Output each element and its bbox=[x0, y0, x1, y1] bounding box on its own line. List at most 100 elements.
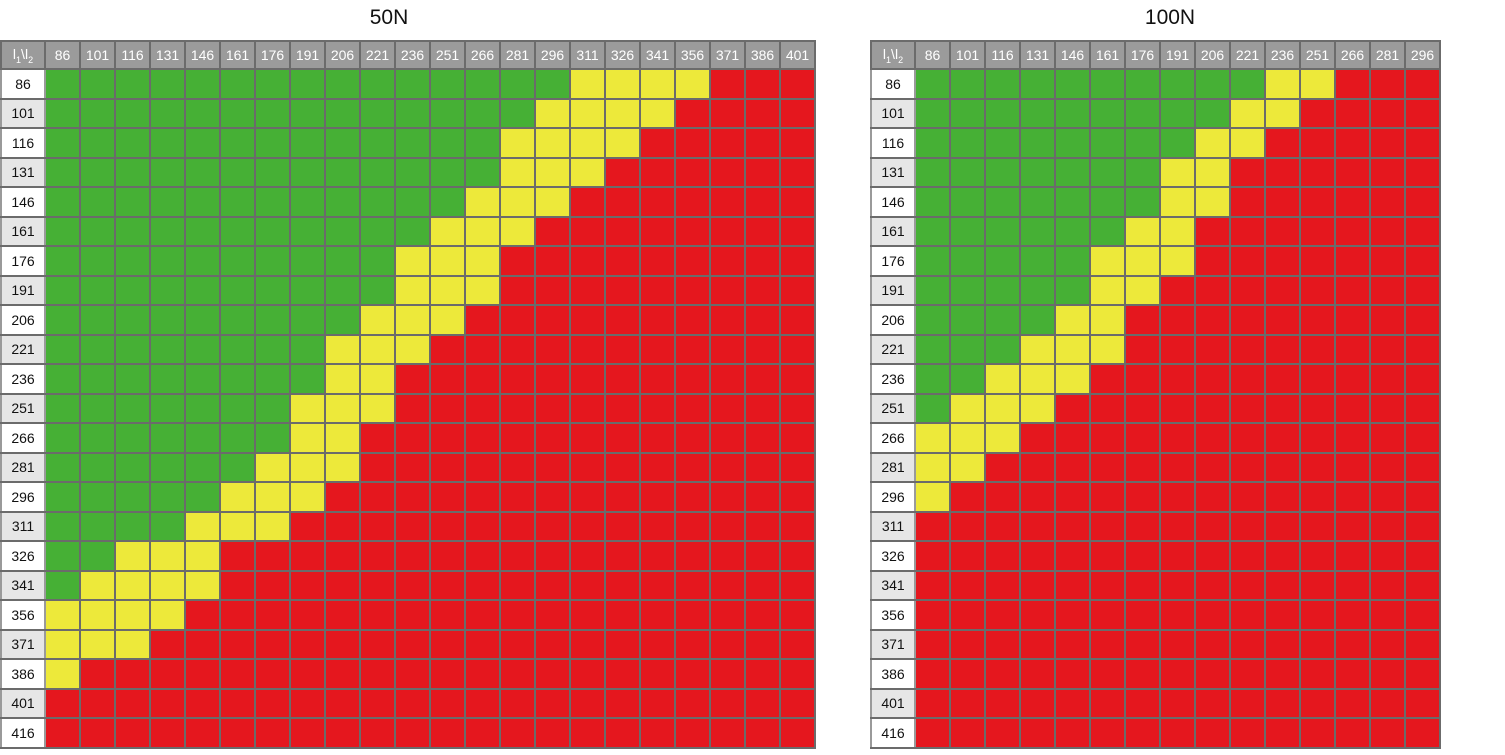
heatmap-cell bbox=[1299, 569, 1336, 601]
heatmap-cell bbox=[914, 717, 951, 749]
table-row: 251 bbox=[870, 392, 1441, 424]
heatmap-cell bbox=[1299, 304, 1336, 336]
heatmap-cell bbox=[569, 333, 606, 365]
heatmap-cell bbox=[709, 97, 746, 129]
heatmap-cell bbox=[1089, 215, 1126, 247]
heatmap-cell bbox=[914, 363, 951, 395]
heatmap-cell bbox=[1089, 422, 1126, 454]
heatmap-cell bbox=[394, 97, 431, 129]
heatmap-cell bbox=[674, 274, 711, 306]
heatmap-cell bbox=[464, 569, 501, 601]
heatmap-cell bbox=[1369, 392, 1406, 424]
row-label: 191 bbox=[0, 274, 46, 306]
column-header: 281 bbox=[1369, 40, 1406, 70]
heatmap-cell bbox=[984, 68, 1021, 100]
heatmap-cell bbox=[499, 422, 536, 454]
heatmap-cell bbox=[674, 569, 711, 601]
heatmap-cell bbox=[184, 717, 221, 749]
heatmap-cell bbox=[639, 599, 676, 631]
heatmap-cell bbox=[499, 569, 536, 601]
heatmap-cell bbox=[949, 156, 986, 188]
row-label: 416 bbox=[870, 717, 916, 749]
column-header: 281 bbox=[499, 40, 536, 70]
heatmap-cell bbox=[359, 68, 396, 100]
heatmap-cell bbox=[1299, 658, 1336, 690]
heatmap-cell bbox=[709, 215, 746, 247]
heatmap-cell bbox=[674, 245, 711, 277]
row-label: 131 bbox=[0, 156, 46, 188]
heatmap-cell bbox=[569, 599, 606, 631]
heatmap-cell bbox=[779, 156, 816, 188]
heatmap-cell bbox=[1299, 215, 1336, 247]
heatmap-cell bbox=[534, 628, 571, 660]
heatmap-cell bbox=[779, 186, 816, 218]
heatmap-cell bbox=[149, 156, 186, 188]
row-label: 356 bbox=[870, 599, 916, 631]
heatmap-cell bbox=[359, 628, 396, 660]
heatmap-cell bbox=[114, 156, 151, 188]
heatmap-cell bbox=[79, 481, 116, 513]
heatmap-cell bbox=[184, 186, 221, 218]
heatmap-cell bbox=[639, 628, 676, 660]
heatmap-cell bbox=[744, 245, 781, 277]
heatmap-cell bbox=[639, 127, 676, 159]
heatmap-cell bbox=[184, 304, 221, 336]
heatmap-cell bbox=[534, 658, 571, 690]
heatmap-cell bbox=[1264, 451, 1301, 483]
heatmap-cell bbox=[219, 97, 256, 129]
heatmap-cell bbox=[79, 569, 116, 601]
heatmap-cell bbox=[744, 215, 781, 247]
heatmap-cell bbox=[254, 333, 291, 365]
heatmap-cell bbox=[569, 68, 606, 100]
heatmap-cell bbox=[1089, 510, 1126, 542]
heatmap-cell bbox=[359, 599, 396, 631]
heatmap-cell bbox=[44, 569, 81, 601]
heatmap-cell bbox=[1369, 97, 1406, 129]
heatmap-cell bbox=[289, 510, 326, 542]
heatmap-cell bbox=[1369, 717, 1406, 749]
heatmap-cell bbox=[1159, 156, 1196, 188]
table-row: 266 bbox=[870, 422, 1441, 454]
heatmap-cell bbox=[254, 274, 291, 306]
heatmap-cell bbox=[1194, 569, 1231, 601]
heatmap-cell bbox=[44, 156, 81, 188]
heatmap-cell bbox=[1054, 392, 1091, 424]
heatmap-cell bbox=[184, 215, 221, 247]
table-row: 191 bbox=[0, 274, 816, 306]
heatmap-cell bbox=[1264, 215, 1301, 247]
heatmap-cell bbox=[914, 245, 951, 277]
heatmap-cell bbox=[1194, 127, 1231, 159]
heatmap-cell bbox=[219, 304, 256, 336]
heatmap-cell bbox=[1229, 97, 1266, 129]
table-row: 161 bbox=[0, 215, 816, 247]
heatmap-cell bbox=[1124, 245, 1161, 277]
heatmap-cell bbox=[44, 97, 81, 129]
heatmap-cell bbox=[324, 599, 361, 631]
heatmap-cell bbox=[79, 127, 116, 159]
heatmap-cell bbox=[394, 599, 431, 631]
table-row: 401 bbox=[0, 687, 816, 719]
heatmap-cell bbox=[44, 451, 81, 483]
heatmap-cell bbox=[1159, 274, 1196, 306]
heatmap-cell bbox=[1159, 540, 1196, 572]
heatmap-cell bbox=[1019, 245, 1056, 277]
heatmap-cell bbox=[1124, 127, 1161, 159]
heatmap-cell bbox=[639, 363, 676, 395]
heatmap-cell bbox=[219, 215, 256, 247]
heatmap-cell bbox=[1229, 274, 1266, 306]
row-label: 386 bbox=[870, 658, 916, 690]
heatmap-cell bbox=[674, 333, 711, 365]
heatmap-cell bbox=[1334, 569, 1371, 601]
heatmap-cell bbox=[184, 392, 221, 424]
table-row: 101 bbox=[870, 97, 1441, 129]
heatmap-cell bbox=[499, 245, 536, 277]
heatmap-cell bbox=[604, 392, 641, 424]
table-row: 221 bbox=[870, 333, 1441, 365]
heatmap-cell bbox=[464, 304, 501, 336]
row-label: 86 bbox=[0, 68, 46, 100]
heatmap-cell bbox=[1124, 569, 1161, 601]
heatmap-cell bbox=[1159, 717, 1196, 749]
heatmap-cell bbox=[1054, 215, 1091, 247]
heatmap-cell bbox=[394, 156, 431, 188]
heatmap-cell bbox=[1404, 628, 1441, 660]
